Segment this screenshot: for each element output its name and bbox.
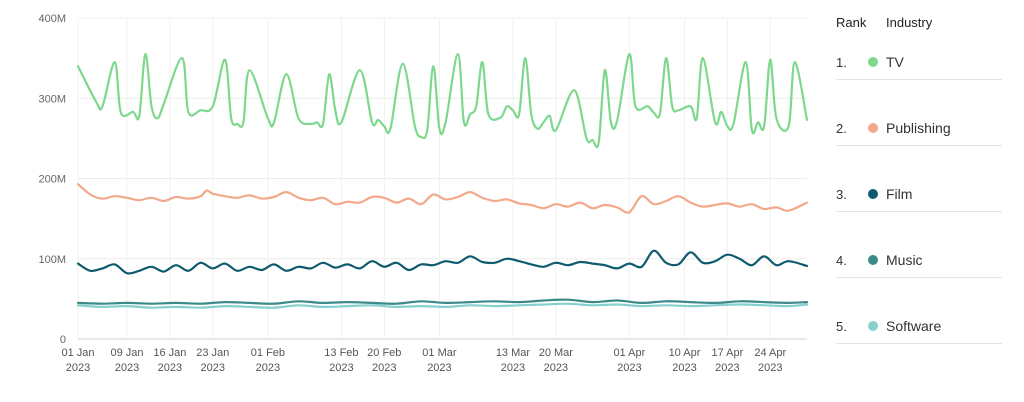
x-tick-label: 01 Jan	[61, 347, 94, 359]
legend-rank: 5.	[836, 319, 847, 334]
x-tick-year: 2023	[501, 362, 525, 374]
series-line-software	[76, 302, 809, 309]
x-tick-year: 2023	[158, 362, 182, 374]
legend-item-software[interactable]: 5. Software	[836, 318, 1002, 344]
series-line-music	[76, 298, 809, 305]
series-line-publishing	[76, 183, 809, 214]
y-axis-ticks: 0 100M 200M 300M 400M	[38, 13, 66, 346]
x-tick-label: 24 Apr	[754, 347, 786, 359]
legend-item-music[interactable]: 4. Music	[836, 252, 1002, 278]
chart-grid	[77, 17, 807, 340]
x-tick-label: 09 Jan	[110, 347, 143, 359]
legend-header-rank: Rank	[836, 15, 867, 30]
legend-dot-icon	[868, 321, 878, 331]
legend-item-publishing[interactable]: 2. Publishing	[836, 120, 1002, 146]
x-tick-label: 20 Mar	[539, 347, 574, 359]
y-tick-label: 200M	[38, 174, 66, 186]
x-tick-label: 16 Jan	[153, 347, 186, 359]
x-tick-label: 01 Feb	[251, 347, 285, 359]
legend-dot-icon	[868, 57, 878, 67]
x-tick-label: 13 Feb	[324, 347, 358, 359]
y-tick-label: 100M	[38, 254, 66, 266]
legend-label: Software	[886, 318, 942, 334]
x-axis-ticks: 01 Jan 2023 09 Jan 2023 16 Jan 2023 23 Jan 2023…	[61, 347, 786, 374]
legend-label: Publishing	[886, 120, 951, 136]
legend: Rank Industry 1. TV 2. Publishing 3. Fil…	[836, 0, 1006, 402]
series-line-film	[76, 249, 809, 275]
x-tick-year: 2023	[427, 362, 451, 374]
legend-label: Film	[886, 186, 913, 202]
legend-dot-icon	[868, 189, 878, 199]
legend-label: TV	[886, 54, 904, 70]
x-tick-year: 2023	[758, 362, 782, 374]
x-tick-year: 2023	[329, 362, 353, 374]
legend-rank: 3.	[836, 187, 847, 202]
legend-item-film[interactable]: 3. Film	[836, 186, 1002, 212]
x-tick-year: 2023	[617, 362, 641, 374]
legend-item-tv[interactable]: 1. TV	[836, 54, 1002, 80]
legend-rank: 2.	[836, 121, 847, 136]
x-tick-year: 2023	[372, 362, 396, 374]
line-chart: 0 100M 200M 300M 400M 01 Jan 2023 09 Jan 2023 16…	[38, 13, 809, 374]
x-tick-label: 20 Feb	[367, 347, 401, 359]
y-tick-label: 0	[60, 334, 66, 346]
legend-dot-icon	[868, 255, 878, 265]
x-tick-year: 2023	[66, 362, 90, 374]
x-tick-year: 2023	[672, 362, 696, 374]
legend-dot-icon	[868, 123, 878, 133]
x-tick-year: 2023	[256, 362, 280, 374]
x-tick-year: 2023	[544, 362, 568, 374]
x-tick-label: 01 Mar	[422, 347, 457, 359]
y-tick-label: 400M	[38, 13, 66, 25]
x-tick-label: 10 Apr	[669, 347, 701, 359]
x-tick-year: 2023	[715, 362, 739, 374]
series-line-tv	[76, 52, 809, 149]
x-tick-label: 01 Apr	[613, 347, 645, 359]
x-tick-label: 17 Apr	[711, 347, 743, 359]
x-tick-label: 13 Mar	[496, 347, 531, 359]
legend-label: Music	[886, 252, 923, 268]
x-tick-label: 23 Jan	[196, 347, 229, 359]
y-tick-label: 300M	[38, 93, 66, 105]
x-tick-year: 2023	[115, 362, 139, 374]
legend-header-industry: Industry	[886, 15, 933, 30]
x-tick-year: 2023	[201, 362, 225, 374]
legend-rank: 4.	[836, 253, 847, 268]
legend-rank: 1.	[836, 55, 847, 70]
series-lines	[76, 52, 809, 309]
